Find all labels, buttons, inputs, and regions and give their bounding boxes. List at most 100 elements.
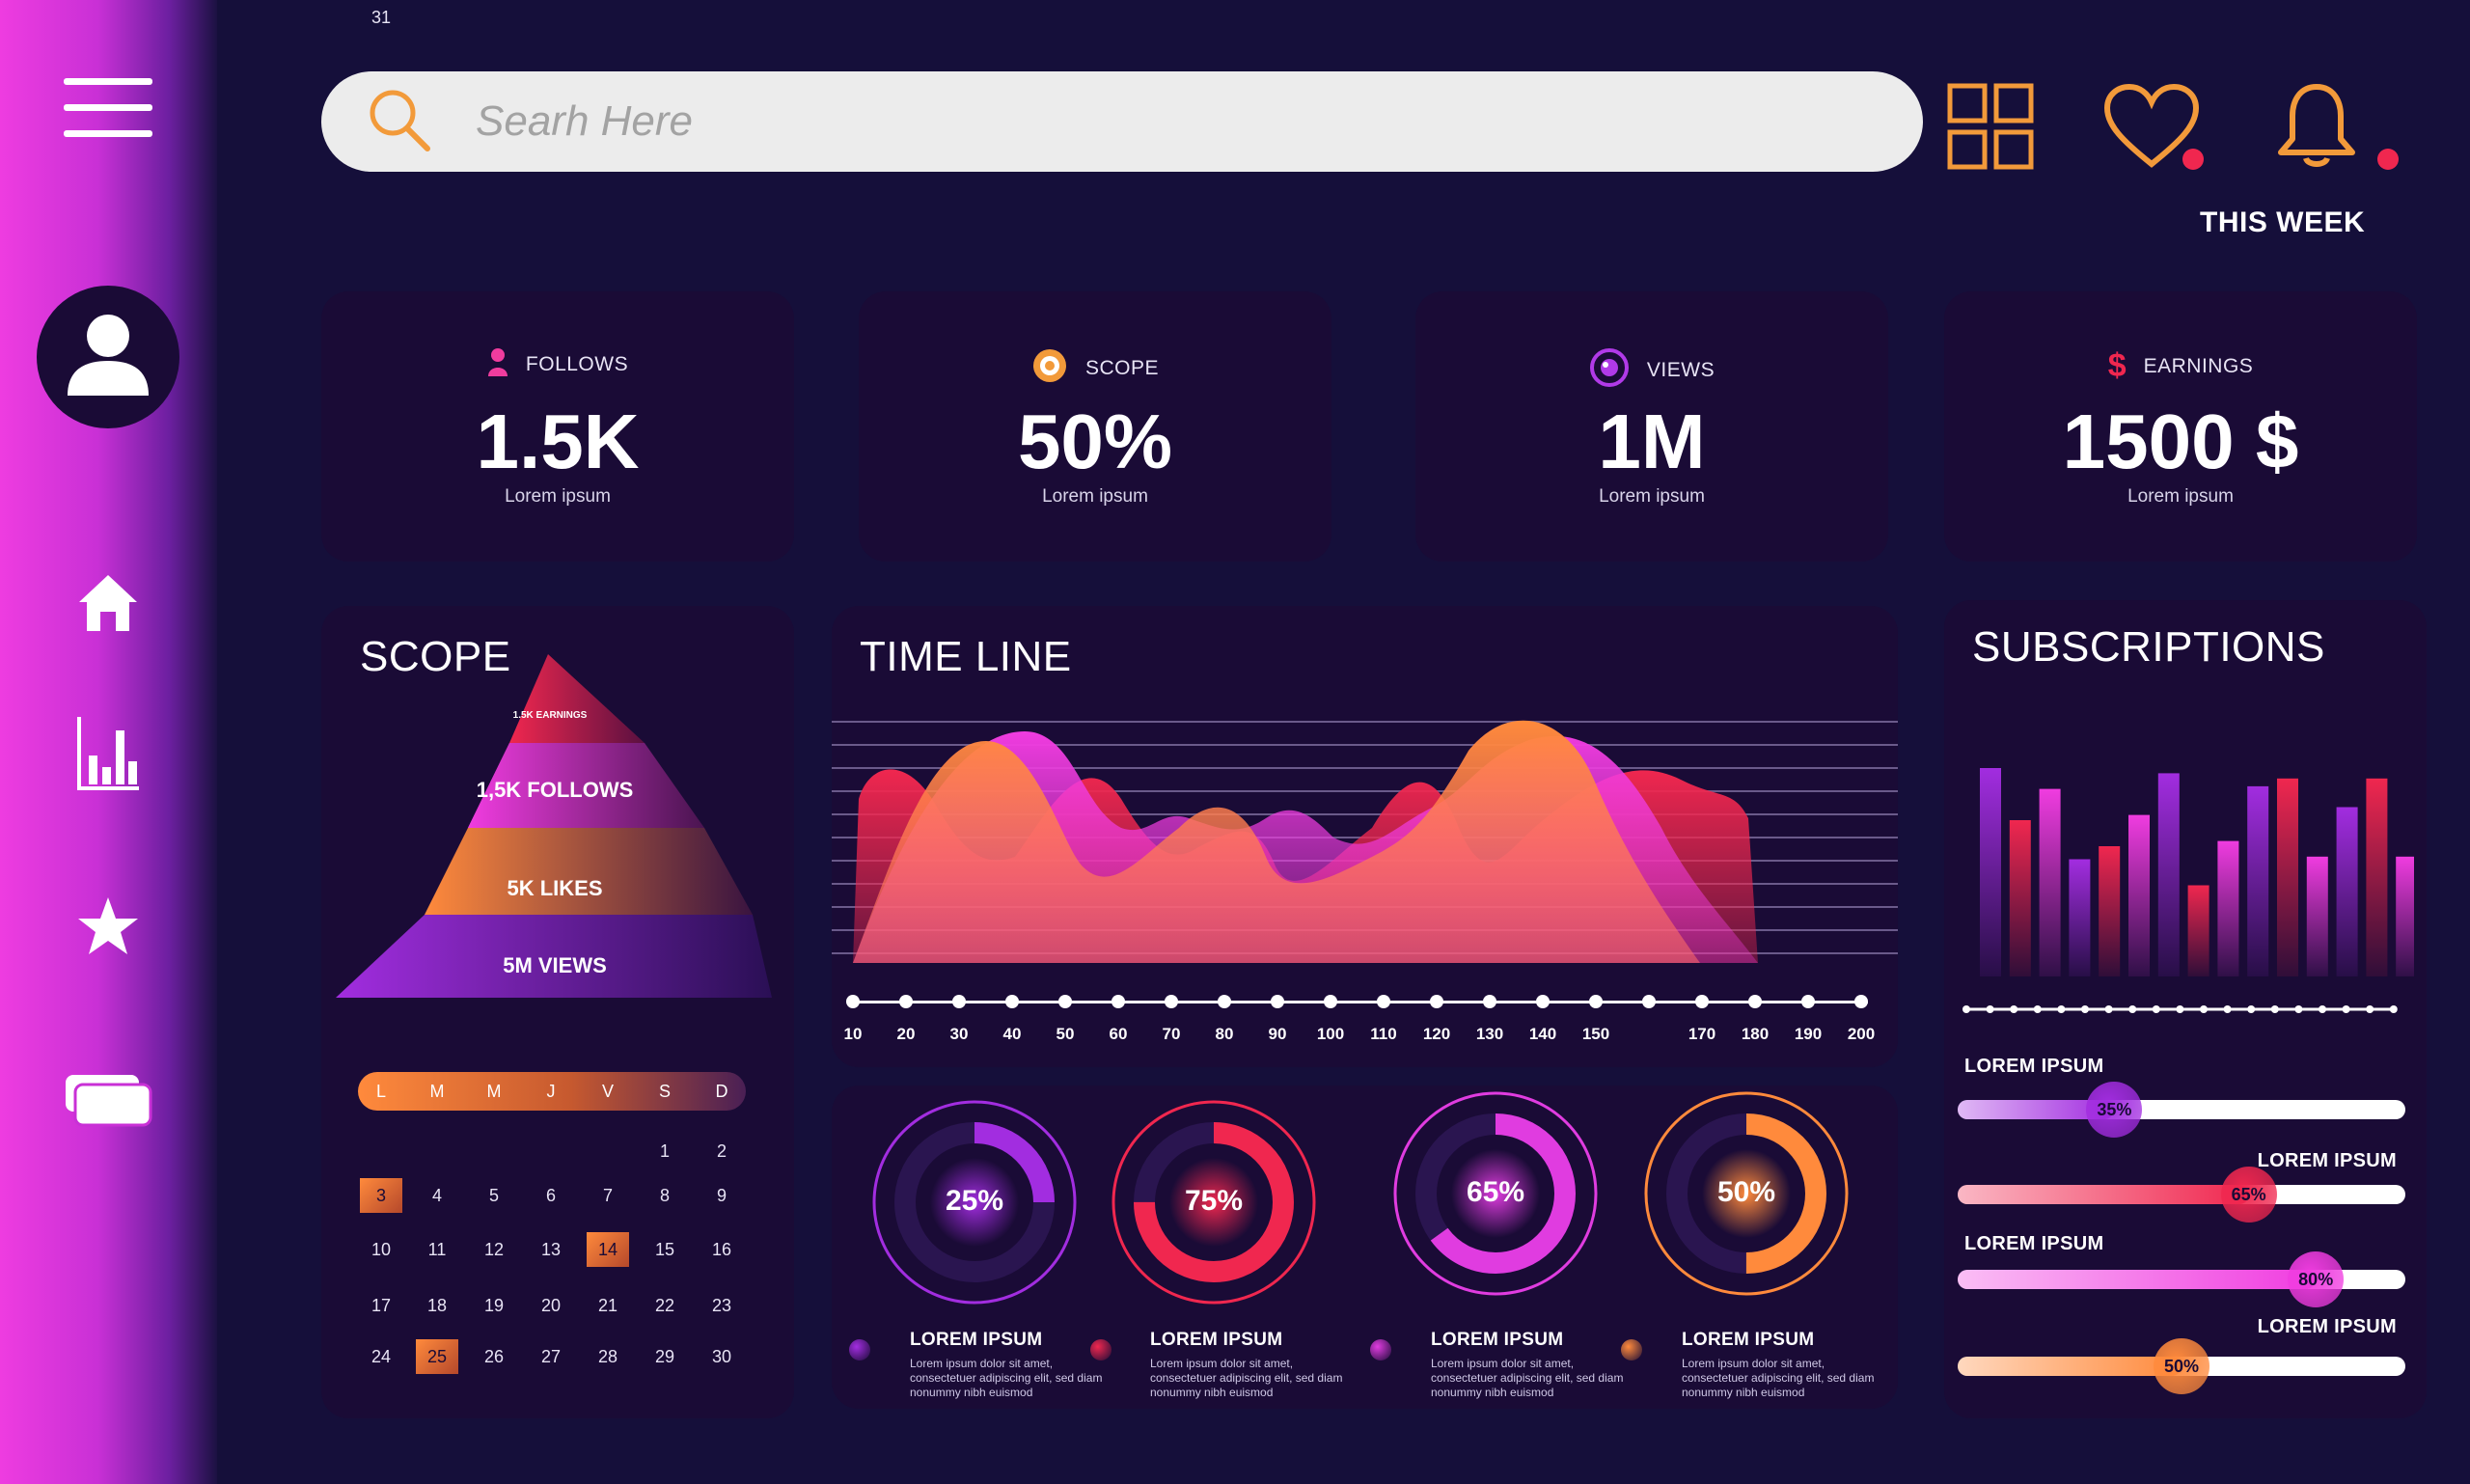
slider-label: LOREM IPSUM xyxy=(1964,1233,2104,1254)
dollar-icon: $ xyxy=(2107,347,2127,384)
calendar-day[interactable]: 8 xyxy=(659,1186,670,1205)
stat-sub: Lorem ipsum xyxy=(1042,486,1148,507)
slider-label: LOREM IPSUM xyxy=(2257,1150,2397,1171)
calendar-day[interactable]: 25 xyxy=(416,1339,458,1374)
donut-chart xyxy=(872,1100,1077,1305)
subscriptions-axis-dot xyxy=(2200,1005,2208,1013)
calendar-weekday: M xyxy=(486,1082,502,1101)
calendar-weekday: M xyxy=(429,1082,445,1101)
slider-track[interactable]: 65% xyxy=(1958,1167,2405,1223)
calendar-day[interactable]: 30 xyxy=(711,1347,732,1366)
calendar-day[interactable]: 21 xyxy=(597,1296,618,1315)
calendar-weekday: S xyxy=(658,1082,671,1101)
timeline-tick-dot xyxy=(1430,995,1443,1008)
calendar-day[interactable]: 18 xyxy=(426,1296,448,1315)
calendar-day[interactable]: 22 xyxy=(654,1296,675,1315)
stat-card-earnings: $ EARNINGS 1500 $ Lorem ipsum xyxy=(1944,291,2417,562)
avatar[interactable] xyxy=(37,286,179,428)
bell-icon[interactable] xyxy=(2273,81,2360,170)
calendar-day[interactable]: 9 xyxy=(716,1186,727,1205)
subscriptions-axis-dot xyxy=(2033,1005,2042,1013)
search-icon[interactable] xyxy=(366,86,433,158)
slider-track[interactable]: 35% xyxy=(1958,1082,2405,1138)
subscriptions-axis-dot xyxy=(2247,1005,2256,1013)
subscriptions-bar xyxy=(2217,840,2239,976)
timeline-tick-label: 120 xyxy=(1422,1025,1451,1043)
donut-caption: LOREM IPSUM Lorem ipsum dolor sit amet, c… xyxy=(1431,1330,1633,1400)
bell-notification-dot xyxy=(2377,149,2399,170)
calendar-day[interactable]: 10 xyxy=(370,1240,392,1259)
home-icon[interactable] xyxy=(69,563,147,641)
calendar-day[interactable]: 7 xyxy=(602,1186,613,1205)
timeline-tick-label: 130 xyxy=(1475,1025,1504,1043)
calendar-day[interactable]: 13 xyxy=(540,1240,562,1259)
calendar-day[interactable]: 24 xyxy=(370,1347,392,1366)
timeline-tick-dot xyxy=(1589,995,1603,1008)
period-label[interactable]: THIS WEEK xyxy=(2200,206,2366,238)
calendar-day[interactable]: 29 xyxy=(654,1347,675,1366)
calendar-day[interactable]: 14 xyxy=(587,1232,629,1267)
donut-legend-dot xyxy=(849,1339,870,1360)
calendar-day[interactable]: 12 xyxy=(483,1240,505,1259)
calendar-day[interactable]: 16 xyxy=(711,1240,732,1259)
stat-value: 1500 $ xyxy=(2062,398,2299,484)
calendar-day[interactable]: 20 xyxy=(540,1296,562,1315)
donut-caption-body: Lorem ipsum dolor sit amet, consectetuer… xyxy=(1431,1357,1624,1399)
slider-knob[interactable]: 65% xyxy=(2220,1167,2277,1223)
calendar-day[interactable]: 11 xyxy=(427,1240,447,1259)
stat-value: 1.5K xyxy=(476,398,640,484)
star-icon[interactable] xyxy=(69,888,147,965)
slider-track[interactable]: 80% xyxy=(1958,1251,2405,1307)
slider-knob[interactable]: 80% xyxy=(2288,1251,2345,1307)
timeline-tick-label: 80 xyxy=(1215,1025,1234,1043)
heart-icon[interactable] xyxy=(2103,83,2200,170)
calendar-day[interactable]: 6 xyxy=(545,1186,556,1205)
calendar-day[interactable]: 27 xyxy=(540,1347,562,1366)
timeline-tick-label: 180 xyxy=(1741,1025,1770,1043)
cards-icon[interactable] xyxy=(60,1061,156,1139)
stat-card-scope: SCOPE 50% Lorem ipsum xyxy=(859,291,1331,562)
calendar-day[interactable]: 3 xyxy=(360,1178,402,1213)
slider-fill xyxy=(1958,1100,2115,1119)
calendar-day[interactable]: 2 xyxy=(716,1141,727,1161)
hamburger-menu-icon[interactable] xyxy=(60,69,156,147)
stat-sub: Lorem ipsum xyxy=(505,486,611,507)
calendar-day[interactable]: 23 xyxy=(711,1296,732,1315)
calendar-day[interactable]: 5 xyxy=(488,1186,499,1205)
timeline-tick-label: 60 xyxy=(1109,1025,1128,1043)
slider-knob[interactable]: 35% xyxy=(2086,1082,2143,1138)
calendar-weekday: V xyxy=(601,1082,614,1101)
calendar-day[interactable]: 31 xyxy=(370,8,392,27)
calendar-day[interactable]: 15 xyxy=(654,1240,675,1259)
search-input[interactable] xyxy=(476,97,1826,146)
calendar-day[interactable]: 1 xyxy=(659,1141,670,1161)
calendar-weekday: D xyxy=(715,1082,728,1101)
timeline-tick-dot xyxy=(1005,995,1019,1008)
subscriptions-bar xyxy=(2039,788,2061,976)
calendar-day[interactable]: 19 xyxy=(483,1296,505,1315)
grid-icon[interactable] xyxy=(1947,83,2034,170)
stat-sub: Lorem ipsum xyxy=(1599,486,1705,507)
donut-legend-dot xyxy=(1370,1339,1391,1360)
calendar-day[interactable]: 17 xyxy=(370,1296,392,1315)
subscriptions-bar xyxy=(2336,807,2358,976)
search-bar[interactable] xyxy=(321,71,1923,172)
subscriptions-bar xyxy=(1980,768,2001,976)
calendar-day[interactable]: 26 xyxy=(483,1347,505,1366)
timeline-tick-dot xyxy=(1377,995,1390,1008)
subscriptions-axis-dot xyxy=(2176,1005,2184,1013)
stat-label: FOLLOWS xyxy=(525,352,629,375)
calendar-day[interactable]: 4 xyxy=(431,1186,442,1205)
slider-knob[interactable]: 50% xyxy=(2154,1338,2209,1394)
donut-caption-title: LOREM IPSUM xyxy=(1431,1330,1564,1350)
timeline-tick-label: 30 xyxy=(949,1025,969,1043)
bar-chart-icon[interactable] xyxy=(69,712,147,795)
slider-track[interactable]: 50% xyxy=(1958,1338,2405,1394)
donut-caption-body: Lorem ipsum dolor sit amet, consectetuer… xyxy=(910,1357,1103,1399)
calendar-day[interactable]: 28 xyxy=(597,1347,618,1366)
subscriptions-axis-dot xyxy=(2319,1005,2326,1013)
stat-card-views: VIEWS 1M Lorem ipsum xyxy=(1415,291,1888,562)
timeline-tick-dot xyxy=(1536,995,1550,1008)
sidebar xyxy=(0,0,217,1484)
timeline-tick-label: 110 xyxy=(1370,1025,1397,1043)
